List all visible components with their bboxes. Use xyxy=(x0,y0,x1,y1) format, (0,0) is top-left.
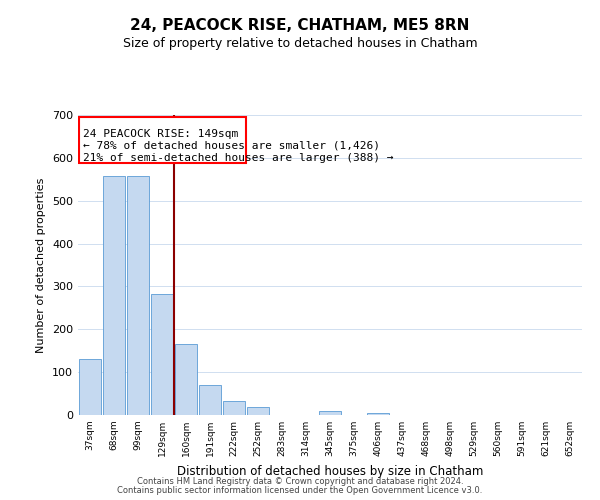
Bar xyxy=(127,176,149,415)
Bar xyxy=(151,294,173,415)
Bar xyxy=(103,176,125,415)
Bar xyxy=(247,407,269,415)
Bar xyxy=(223,401,245,415)
Bar xyxy=(79,360,101,415)
Bar xyxy=(175,344,197,415)
Text: 24 PEACOCK RISE: 149sqm: 24 PEACOCK RISE: 149sqm xyxy=(83,128,238,138)
Text: 21% of semi-detached houses are larger (388) →: 21% of semi-detached houses are larger (… xyxy=(83,152,394,162)
Text: 24, PEACOCK RISE, CHATHAM, ME5 8RN: 24, PEACOCK RISE, CHATHAM, ME5 8RN xyxy=(130,18,470,32)
Bar xyxy=(319,410,341,415)
Y-axis label: Number of detached properties: Number of detached properties xyxy=(37,178,46,352)
Text: ← 78% of detached houses are smaller (1,426): ← 78% of detached houses are smaller (1,… xyxy=(83,140,380,150)
Bar xyxy=(79,116,246,163)
Bar xyxy=(367,413,389,415)
Bar xyxy=(199,385,221,415)
Text: Contains HM Land Registry data © Crown copyright and database right 2024.: Contains HM Land Registry data © Crown c… xyxy=(137,477,463,486)
Text: Contains public sector information licensed under the Open Government Licence v3: Contains public sector information licen… xyxy=(118,486,482,495)
Text: Size of property relative to detached houses in Chatham: Size of property relative to detached ho… xyxy=(122,38,478,51)
X-axis label: Distribution of detached houses by size in Chatham: Distribution of detached houses by size … xyxy=(177,464,483,477)
